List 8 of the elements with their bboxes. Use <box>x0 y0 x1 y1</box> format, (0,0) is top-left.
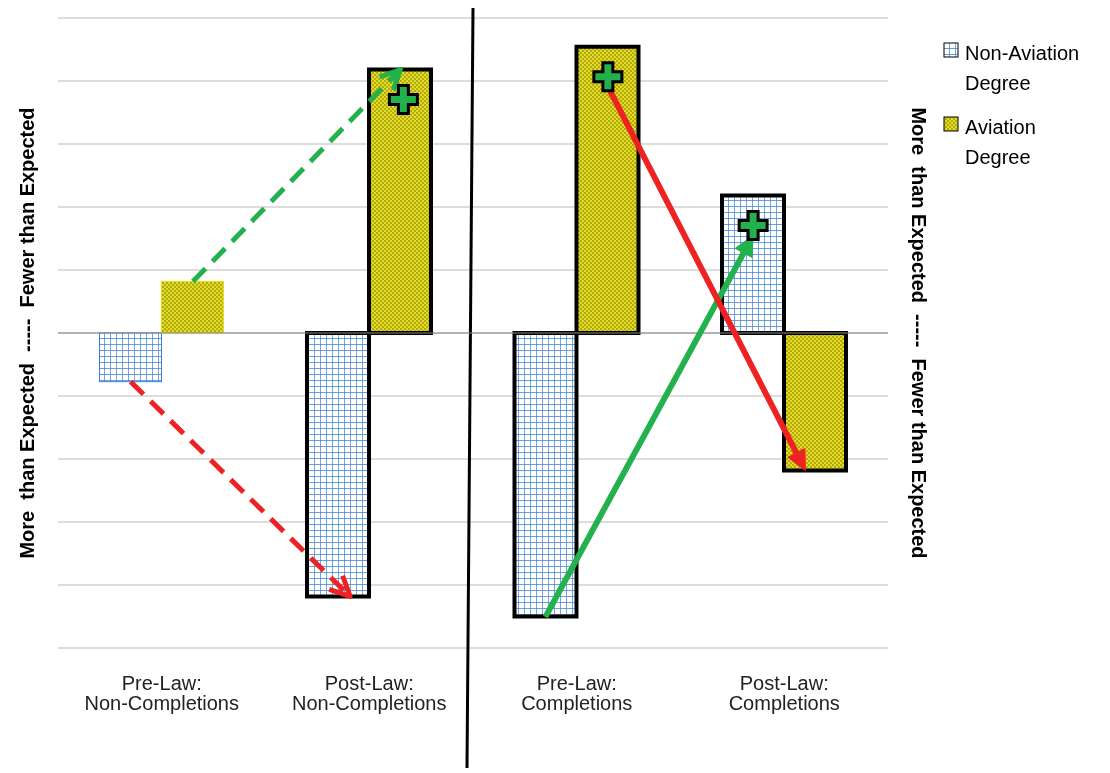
x-tick-label: Post-Law: Completions <box>728 672 840 715</box>
x-tick-label: Post-Law: Non-Completions <box>291 672 447 715</box>
x-tick-label: Pre-Law: Non-Completions <box>84 672 240 715</box>
y-axis-title: More than Expected ----- Fewer than Expected <box>16 107 38 559</box>
x-tick-label: Pre-Law: Completions <box>521 672 633 715</box>
legend-label: Aviation Degree <box>965 115 1037 170</box>
y2-axis-title: More than Expected ----- Fewer than Expected <box>908 107 930 559</box>
legend-label: Non-Aviation Degree <box>965 41 1081 96</box>
